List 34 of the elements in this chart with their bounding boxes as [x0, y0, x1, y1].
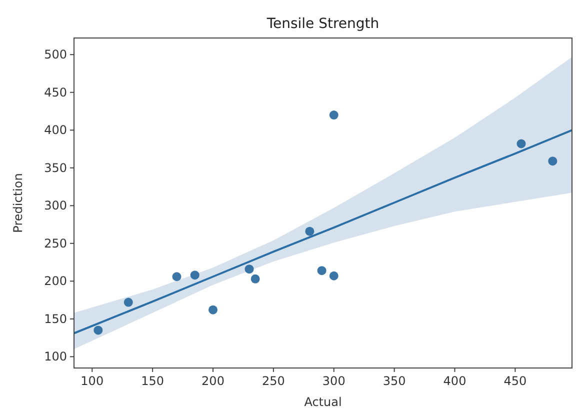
y-tick-label: 200 — [44, 274, 67, 288]
point — [94, 326, 103, 335]
x-tick-label: 300 — [322, 374, 346, 388]
line-series — [74, 129, 572, 334]
chart-title: Tensile Strength — [266, 16, 380, 32]
y-tick-label: 350 — [44, 160, 67, 175]
point — [317, 266, 326, 276]
point — [208, 305, 218, 314]
point — [250, 274, 260, 284]
point — [548, 156, 558, 166]
y-tick-label: 250 — [44, 236, 67, 250]
x-tick-label: 150 — [141, 374, 164, 388]
x-tick-label: 200 — [202, 374, 224, 388]
y-tick-label: 300 — [44, 198, 67, 213]
point — [329, 110, 338, 120]
x-tick-label: 400 — [443, 374, 466, 388]
point — [190, 270, 200, 280]
y-tick-label: 500 — [44, 48, 67, 62]
point — [172, 272, 182, 282]
y-tick-label: 150 — [44, 312, 67, 326]
point — [124, 298, 133, 307]
point — [516, 139, 526, 148]
x-tick-label: 100 — [80, 374, 104, 388]
point — [329, 271, 338, 280]
y-axis-title: Prediction — [11, 173, 25, 233]
point — [305, 226, 314, 236]
point — [244, 264, 254, 274]
y-tick-label: 400 — [44, 123, 67, 138]
x-axis-title: Actual — [304, 395, 342, 409]
x-tick-label: 450 — [504, 374, 527, 388]
x-tick-label: 250 — [262, 374, 285, 388]
x-tick-label: 350 — [382, 374, 406, 388]
y-tick-label: 450 — [44, 85, 67, 100]
y-tick-label: 100 — [44, 350, 67, 364]
